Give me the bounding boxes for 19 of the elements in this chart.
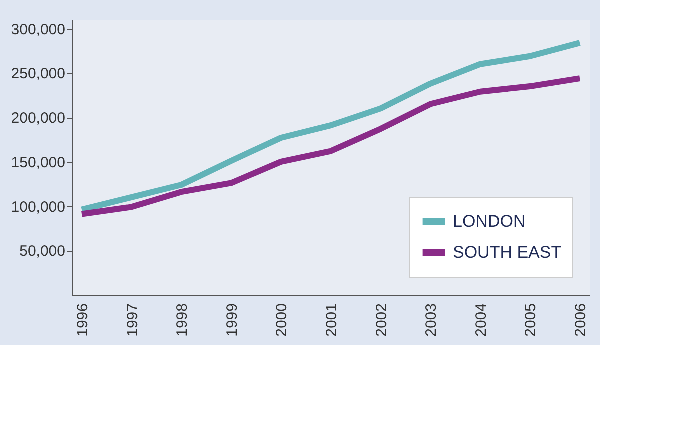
x-tick-label: 1997: [124, 304, 142, 337]
y-tick-label: 200,000: [11, 110, 66, 128]
y-tick-label: 50,000: [20, 243, 66, 260]
x-tick-label: 1996: [74, 304, 92, 337]
x-tick-label: 2004: [472, 304, 490, 337]
y-tick-label: 150,000: [11, 154, 66, 172]
y-tick-label: 250,000: [11, 66, 66, 83]
legend-label: SOUTH EAST: [453, 243, 562, 262]
x-tick-label: 2002: [373, 304, 390, 337]
x-tick-label: 2000: [274, 304, 291, 337]
x-tick-label: 2006: [572, 304, 590, 337]
x-tick-label: 2003: [423, 304, 440, 337]
x-tick-label: 2001: [324, 304, 340, 337]
legend-label: LONDON: [453, 212, 526, 231]
x-tick-label: 1998: [174, 304, 192, 337]
y-tick-label: 100,000: [11, 198, 66, 216]
x-tick-label: 2005: [522, 304, 540, 337]
x-tick-label: 1999: [224, 304, 241, 337]
y-tick-label: 300,000: [11, 21, 66, 38]
